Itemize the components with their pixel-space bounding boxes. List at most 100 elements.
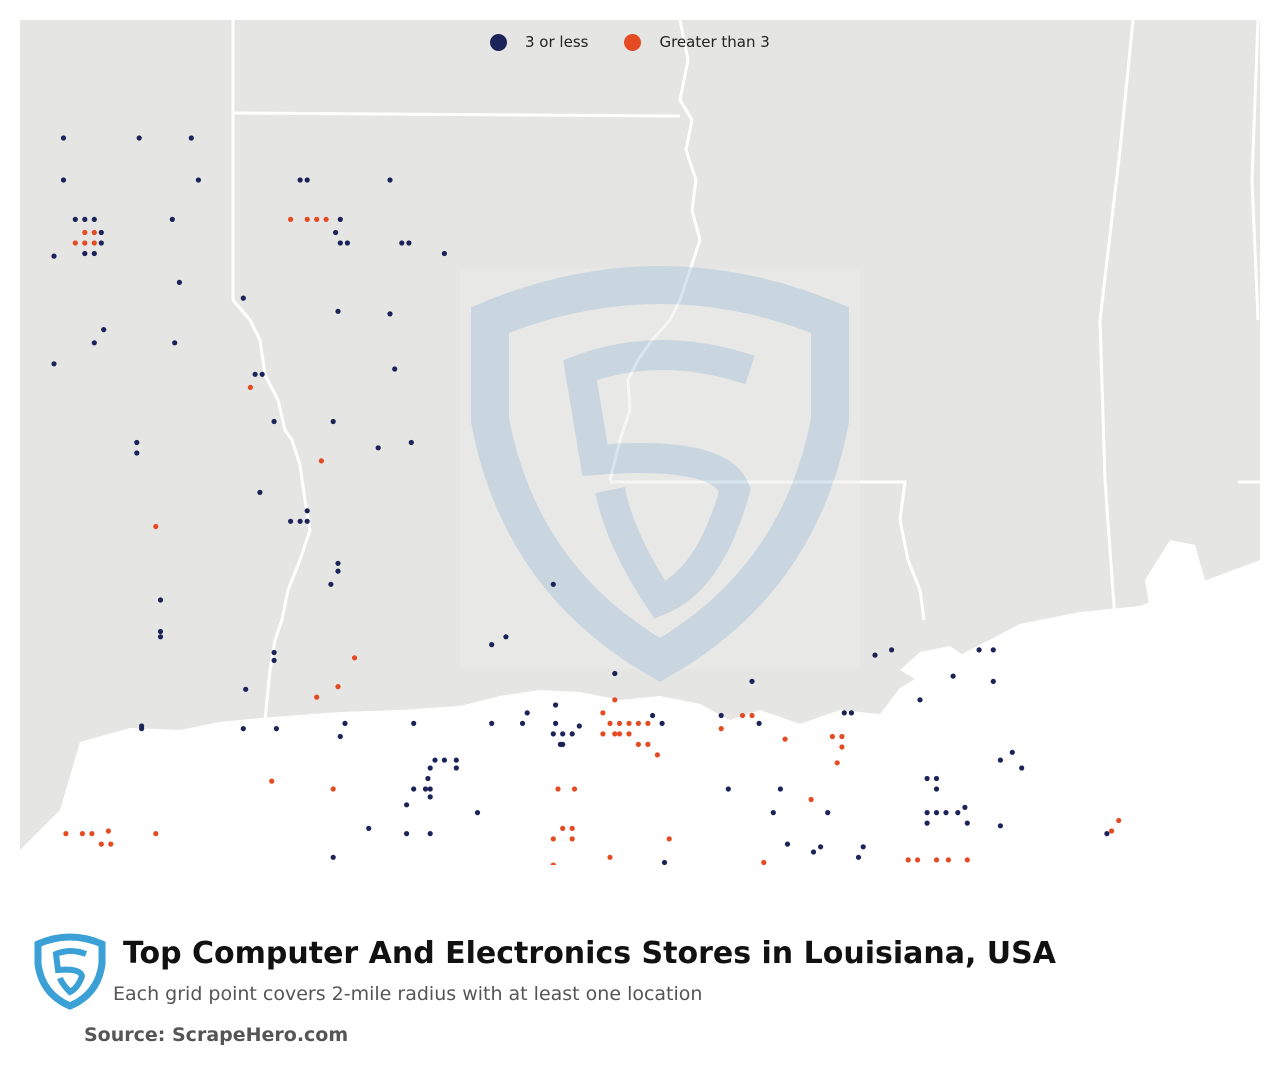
gulf-water <box>1145 540 1205 610</box>
location-dot-low <box>101 327 107 333</box>
location-dot-high <box>612 731 618 737</box>
location-dot-low <box>1009 749 1015 755</box>
location-dot-high <box>569 836 575 842</box>
location-dot-low <box>818 844 824 850</box>
legend-item-high: Greater than 3 <box>624 33 770 51</box>
location-dot-low <box>304 518 310 524</box>
location-dot-low <box>335 308 341 314</box>
location-dot-low <box>997 757 1004 763</box>
location-dot-low <box>157 634 164 640</box>
location-dot-low <box>553 720 559 727</box>
location-dot-low <box>576 723 582 729</box>
location-dot-low <box>441 250 447 257</box>
location-dot-low <box>489 642 495 648</box>
location-dot-high <box>612 697 618 703</box>
location-dot-low <box>82 250 88 257</box>
location-dot-low <box>990 678 996 685</box>
location-dot-high <box>304 216 310 222</box>
legend-dot-high <box>624 33 642 51</box>
location-dot-high <box>635 720 642 727</box>
location-dot-low <box>848 710 855 716</box>
scrapehero-logo-icon <box>34 933 106 1010</box>
location-dot-low <box>943 810 949 816</box>
location-dot-high <box>1116 817 1122 824</box>
location-dot-low <box>860 844 866 850</box>
location-dot-low <box>756 720 762 727</box>
location-dot-low <box>976 647 982 653</box>
map <box>20 20 1260 865</box>
location-dot-high <box>91 240 97 246</box>
legend: 3 or less Greater than 3 <box>490 30 806 54</box>
location-dot-low <box>51 361 57 367</box>
location-dot-high <box>829 733 836 740</box>
location-dot-low <box>427 831 433 837</box>
location-dot-low <box>240 295 246 301</box>
location-dot-high <box>626 720 632 727</box>
location-dot-low <box>304 177 310 183</box>
state-border <box>1250 20 1260 321</box>
location-dot-low <box>51 253 57 259</box>
location-dot-high <box>91 229 97 236</box>
location-dot-low <box>404 802 410 808</box>
location-dot-high <box>749 712 755 719</box>
location-dot-low <box>889 647 895 653</box>
legend-item-low: 3 or less <box>490 33 588 51</box>
state-border <box>232 111 681 118</box>
location-dot-low <box>489 720 495 727</box>
location-dot-high <box>314 216 320 222</box>
location-dot-low <box>550 581 556 587</box>
location-dot-high <box>318 458 324 464</box>
location-dot-low <box>550 731 556 737</box>
location-dot-low <box>474 810 481 816</box>
location-dot-low <box>273 726 279 732</box>
location-dot-low <box>337 240 343 246</box>
location-dot-low <box>337 733 343 740</box>
location-dot-high <box>335 684 341 690</box>
location-dot-low <box>60 135 67 141</box>
location-dot-high <box>666 836 672 842</box>
location-dot-high <box>839 744 845 750</box>
location-dot-low <box>427 765 433 771</box>
location-dot-low <box>176 279 182 285</box>
location-dot-low <box>810 849 817 855</box>
location-dot-high <box>560 825 566 832</box>
location-dot-low <box>784 841 791 847</box>
location-dot-high <box>654 752 661 758</box>
location-dot-low <box>169 216 175 222</box>
location-dot-low <box>933 810 940 816</box>
location-dot-low <box>304 508 310 514</box>
location-dot-high <box>933 857 940 863</box>
location-dot-high <box>782 736 788 742</box>
location-dot-high <box>905 857 911 863</box>
location-dot-high <box>153 523 159 530</box>
location-dot-low <box>427 786 433 792</box>
location-dot-low <box>399 240 405 246</box>
location-dot-high <box>834 760 840 766</box>
location-dot-low <box>1104 831 1110 837</box>
location-dot-high <box>635 741 642 748</box>
location-dot-low <box>328 581 334 587</box>
location-dot-high <box>269 778 275 784</box>
location-dot-low <box>777 786 784 792</box>
location-dot-high <box>314 694 320 700</box>
location-dot-low <box>503 634 509 640</box>
location-dot-low <box>98 229 104 236</box>
watermark-s-icon <box>563 340 755 619</box>
location-dot-low <box>271 418 277 425</box>
location-dot-high <box>571 786 578 792</box>
location-dot-low <box>964 820 970 826</box>
location-dot-low <box>333 229 339 236</box>
location-dot-low <box>917 697 923 703</box>
location-dot-low <box>962 804 968 811</box>
location-dot-low <box>933 786 940 792</box>
location-dot-low <box>519 720 526 727</box>
location-dot-low <box>288 518 294 524</box>
location-dot-high <box>72 240 78 246</box>
location-dot-high <box>839 733 845 740</box>
location-dot-low <box>659 720 665 727</box>
location-dot-high <box>82 240 88 246</box>
location-dot-low <box>337 216 343 222</box>
location-dot-low <box>612 670 618 677</box>
location-dot-low <box>257 489 263 495</box>
series-high <box>63 216 1122 865</box>
